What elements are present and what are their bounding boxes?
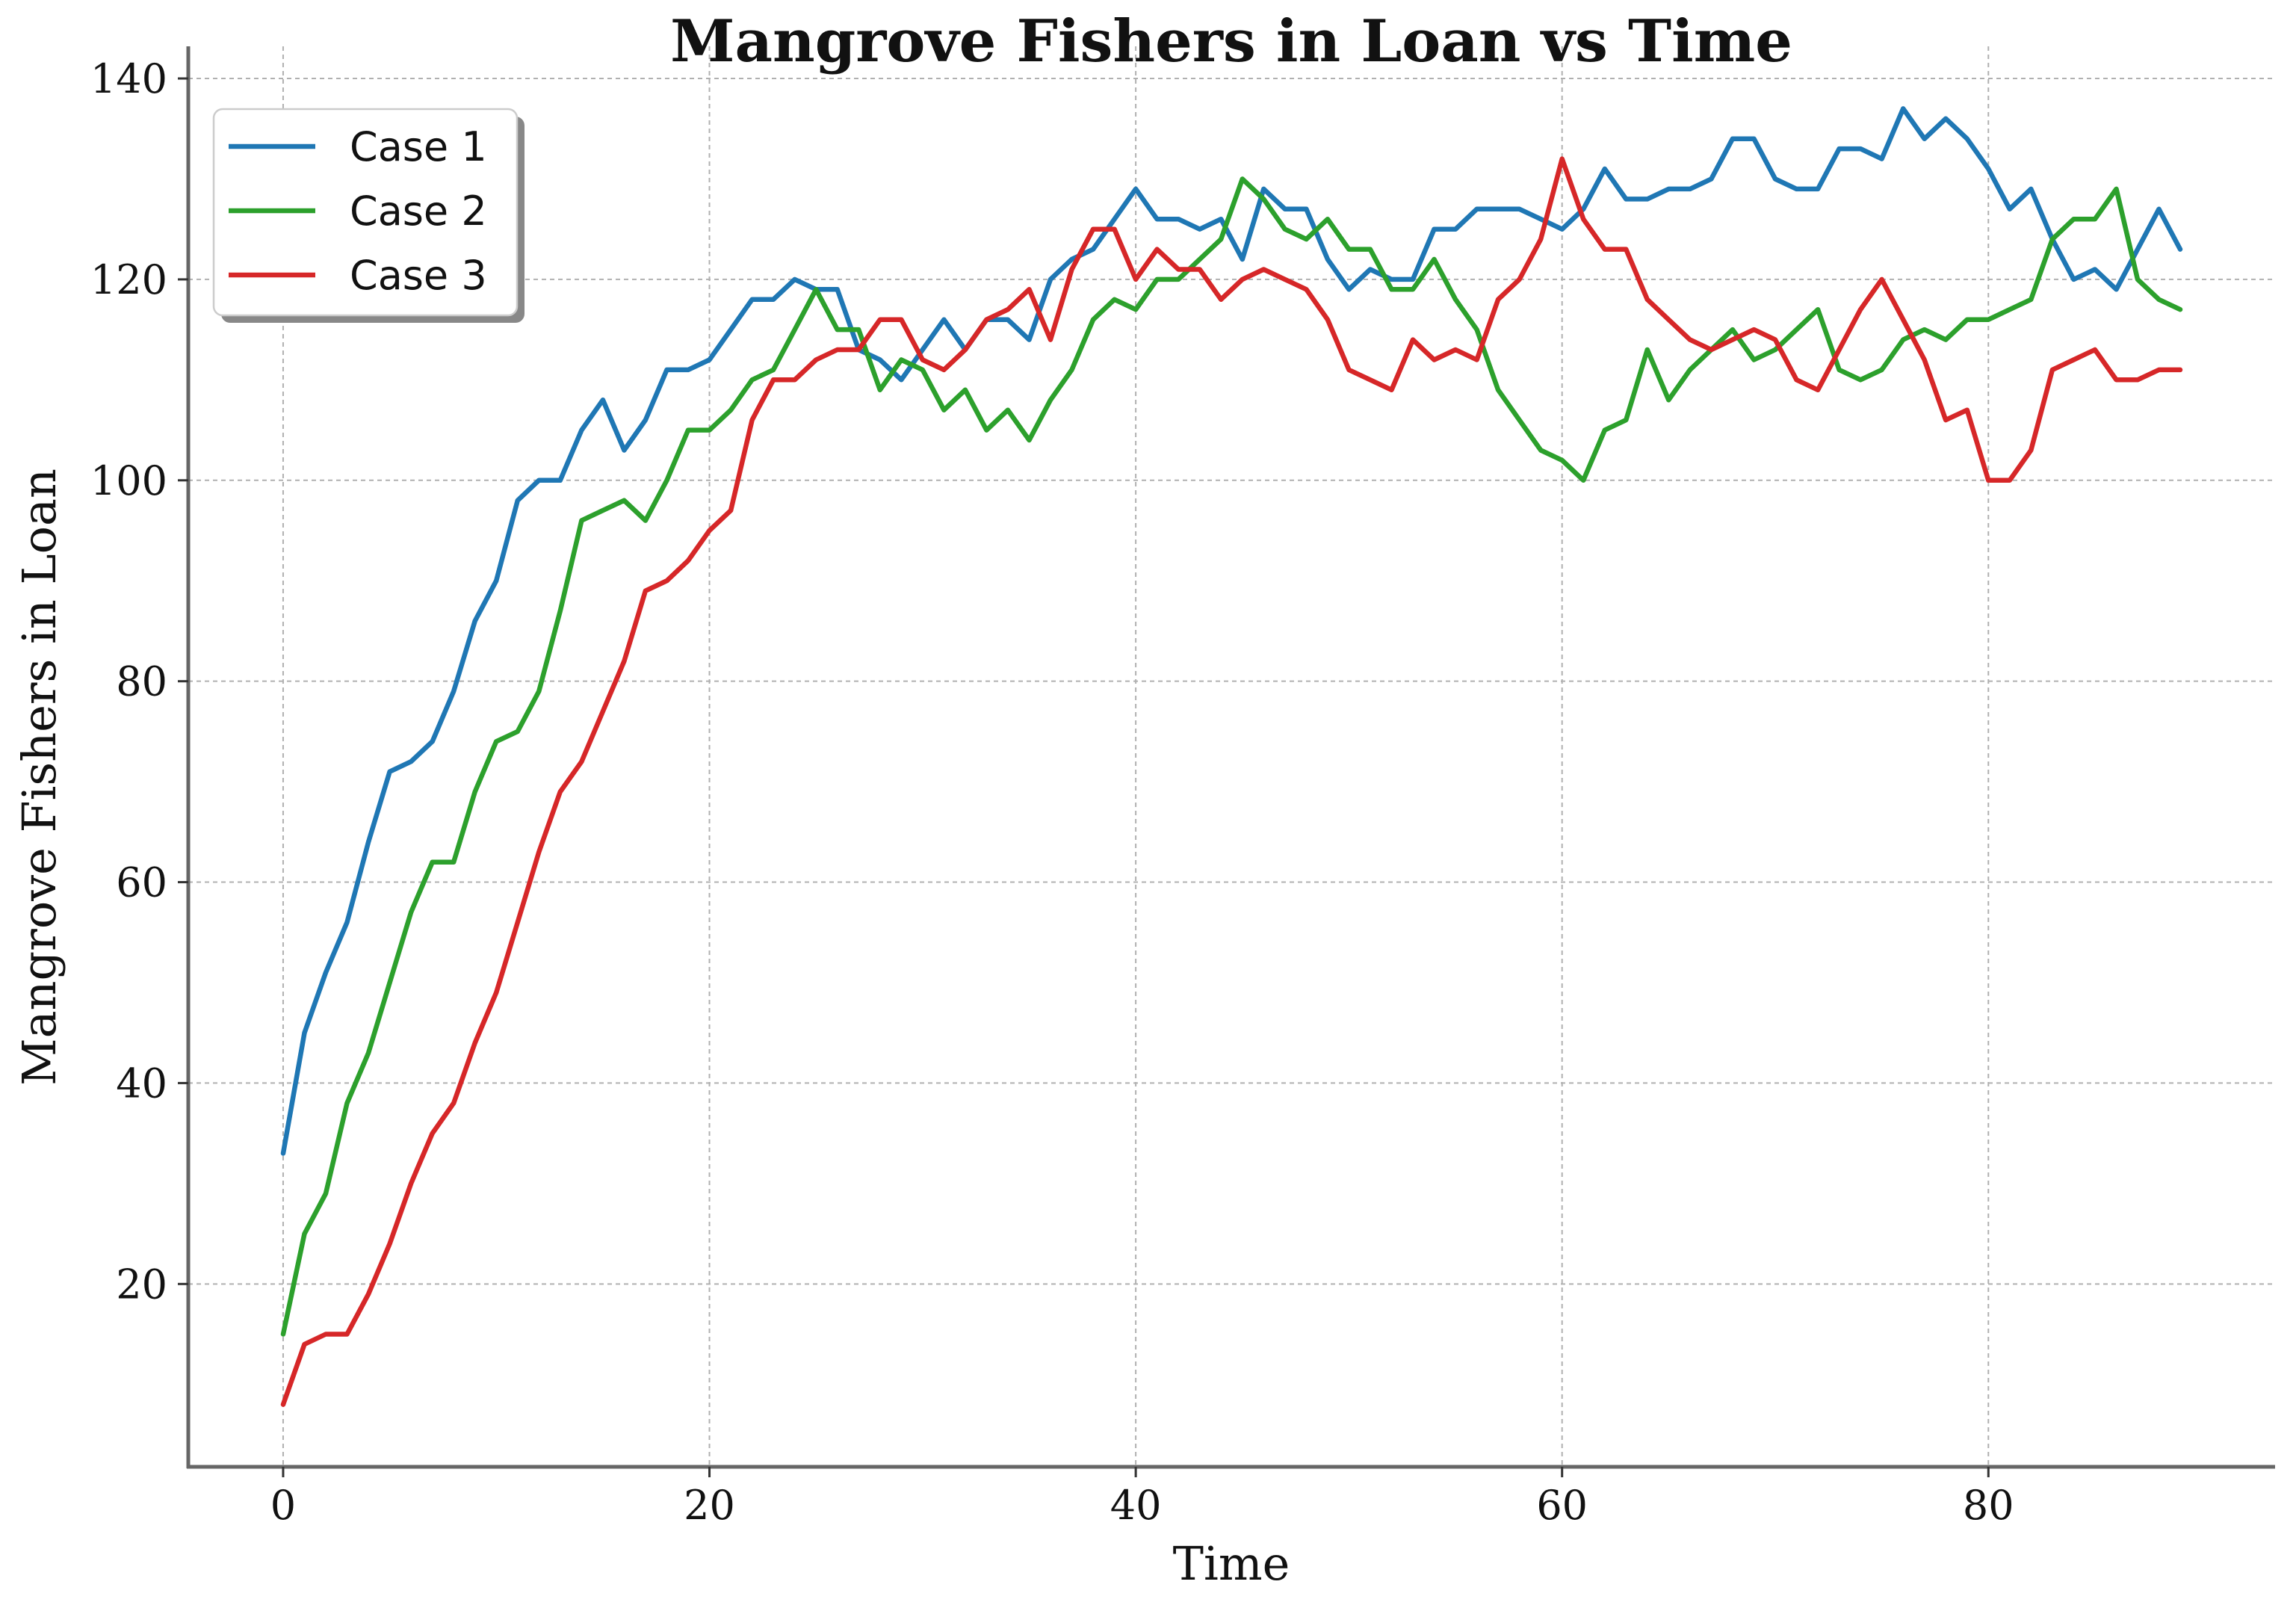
y-tick-label: 40 [116, 1060, 167, 1107]
legend-label-case-2: Case 2 [350, 188, 487, 235]
series-lines [280, 106, 2183, 1407]
series-line-case-2 [280, 176, 2183, 1337]
axes [186, 46, 2275, 1469]
x-axis-label: Time [1173, 1536, 1290, 1591]
x-tick-label: 0 [270, 1482, 296, 1529]
x-tick-label: 60 [1536, 1482, 1588, 1529]
legend-box [212, 108, 519, 317]
y-tick-label: 120 [90, 256, 167, 303]
y-tick-label: 100 [90, 457, 167, 504]
legend: Case 1 Case 2 Case 3 [212, 108, 525, 323]
x-tick-label: 40 [1110, 1482, 1162, 1529]
y-axis-label: Mangrove Fishers in Loan [12, 469, 66, 1086]
legend-label-case-1: Case 1 [350, 123, 487, 170]
y-tick-label: 60 [116, 859, 167, 906]
series-line-case-3 [280, 156, 2183, 1407]
x-tick-label: 20 [684, 1482, 735, 1529]
chart-title: Mangrove Fishers in Loan vs Time [670, 7, 1792, 75]
x-tick-label: 80 [1963, 1482, 2014, 1529]
series-line-case-1 [280, 106, 2183, 1156]
legend-label-case-3: Case 3 [350, 252, 487, 299]
ticks: 0 20 40 60 80 20 40 60 80 100 120 140 [90, 55, 2014, 1529]
y-tick-label: 80 [116, 658, 167, 705]
y-tick-label: 20 [116, 1261, 167, 1308]
y-tick-label: 140 [90, 55, 167, 102]
